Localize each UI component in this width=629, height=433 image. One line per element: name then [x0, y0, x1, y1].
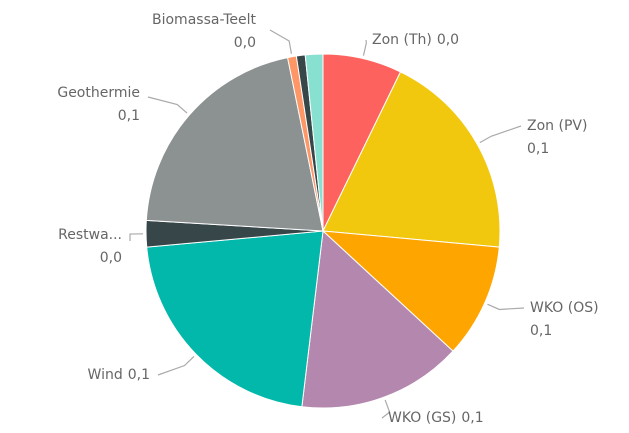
pie-slice	[322, 71, 501, 248]
pie-slice	[321, 230, 500, 352]
data-label: Geothermie 0,1	[57, 85, 140, 124]
label-value: 0,1	[530, 323, 552, 339]
data-label: Wind 0,1	[88, 367, 150, 383]
label-name: Zon (PV)	[527, 118, 587, 134]
label-name: Zon (Th)	[372, 32, 432, 48]
data-label: Restwa... 0,0	[58, 227, 122, 266]
label-name: WKO (OS)	[530, 300, 599, 316]
label-value: 0,1	[527, 141, 549, 157]
leader-line	[381, 399, 391, 419]
leader-line	[487, 303, 525, 311]
label-value: 0,0	[100, 250, 122, 266]
leader-line	[129, 233, 144, 242]
data-label: WKO (GS) 0,1	[388, 410, 484, 426]
pie-slice	[301, 229, 454, 409]
label-name: Geothermie	[57, 85, 140, 101]
leader-line	[362, 39, 367, 56]
label-value: 0,1	[118, 108, 140, 124]
label-name: Restwa...	[58, 227, 122, 243]
label-value: 0,0	[437, 32, 459, 48]
label-name: Biomassa-Teelt	[152, 12, 256, 28]
data-label: Zon (PV) 0,1	[527, 118, 587, 157]
leader-line	[147, 96, 188, 114]
pie-slice	[304, 53, 324, 232]
data-label: Zon (Th) 0,0	[372, 32, 459, 48]
label-value: 0,0	[234, 35, 256, 51]
pie-slice	[145, 56, 324, 232]
label-value: 0,1	[461, 410, 483, 426]
label-value: 0,1	[128, 367, 150, 383]
leader-line	[269, 29, 293, 54]
data-label: Biomassa-Teelt 0,0	[152, 12, 256, 51]
leader-line	[157, 356, 195, 376]
pie-slice	[146, 230, 324, 408]
label-name: Wind	[88, 367, 123, 383]
leader-line	[479, 125, 522, 144]
label-name: WKO (GS)	[388, 410, 456, 426]
data-label: WKO (OS) 0,1	[530, 300, 599, 339]
